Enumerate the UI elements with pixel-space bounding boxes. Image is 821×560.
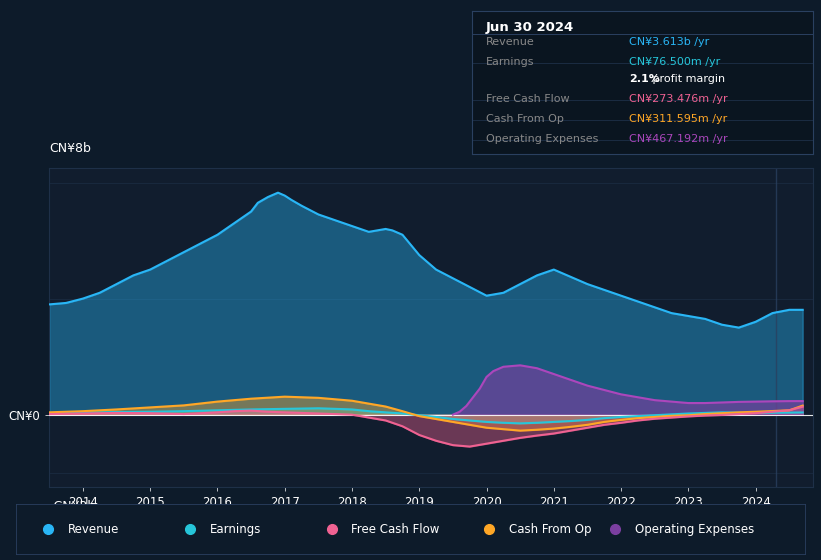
Text: Operating Expenses: Operating Expenses: [635, 522, 754, 536]
Text: CN¥3.613b /yr: CN¥3.613b /yr: [629, 37, 709, 47]
Text: Earnings: Earnings: [486, 57, 534, 67]
Text: CN¥311.595m /yr: CN¥311.595m /yr: [629, 114, 727, 124]
Text: CN¥467.192m /yr: CN¥467.192m /yr: [629, 134, 727, 144]
Text: Revenue: Revenue: [486, 37, 534, 47]
Text: profit margin: profit margin: [649, 74, 726, 84]
Text: Cash From Op: Cash From Op: [486, 114, 563, 124]
Text: Revenue: Revenue: [67, 522, 119, 536]
Text: Cash From Op: Cash From Op: [509, 522, 591, 536]
Text: Jun 30 2024: Jun 30 2024: [486, 21, 574, 34]
Text: Free Cash Flow: Free Cash Flow: [486, 94, 569, 104]
Text: CN¥273.476m /yr: CN¥273.476m /yr: [629, 94, 727, 104]
Text: Operating Expenses: Operating Expenses: [486, 134, 598, 144]
Text: CN¥8b: CN¥8b: [49, 142, 91, 155]
Text: 2.1%: 2.1%: [629, 74, 660, 84]
Text: CN¥76.500m /yr: CN¥76.500m /yr: [629, 57, 720, 67]
Text: Free Cash Flow: Free Cash Flow: [351, 522, 440, 536]
Text: -CN¥2b: -CN¥2b: [49, 500, 95, 513]
Text: Earnings: Earnings: [209, 522, 261, 536]
